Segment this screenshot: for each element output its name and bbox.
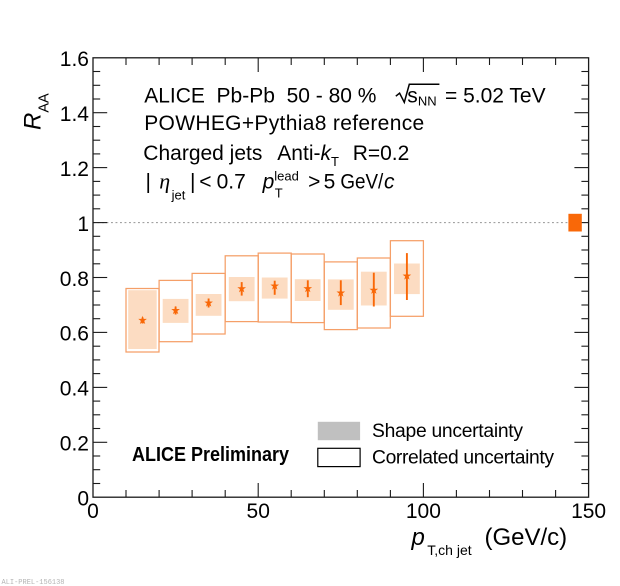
svg-text:T,ch jet: T,ch jet [427, 542, 471, 558]
svg-text:0.2: 0.2 [60, 433, 89, 456]
svg-text:<: < [199, 171, 211, 194]
svg-text:POWHEG+Pythia8 reference: POWHEG+Pythia8 reference [144, 112, 424, 135]
svg-text:= 5.02 TeV: = 5.02 TeV [445, 84, 546, 107]
svg-text:ALICE Pb-Pb 50 - 80 %: ALICE Pb-Pb 50 - 80 % [144, 84, 376, 107]
svg-text:Charged jets: Charged jets [143, 142, 262, 165]
svg-text:NN: NN [418, 94, 437, 109]
svg-text:0.7: 0.7 [217, 171, 246, 194]
svg-text:Correlated uncertainty: Correlated uncertainty [372, 447, 554, 468]
svg-text:jet: jet [171, 188, 186, 203]
svg-text:1.4: 1.4 [60, 103, 90, 126]
svg-text:1.2: 1.2 [60, 158, 89, 181]
svg-text:p: p [411, 524, 425, 551]
svg-text:T: T [275, 186, 283, 201]
svg-text:Shape uncertainty: Shape uncertainty [372, 421, 523, 442]
svg-text:R=0.2: R=0.2 [353, 142, 410, 165]
svg-text:0.8: 0.8 [60, 268, 89, 291]
svg-text:0.4: 0.4 [60, 378, 90, 401]
svg-text:5: 5 [324, 171, 336, 194]
svg-text:c: c [384, 171, 395, 194]
svg-text:|: | [190, 171, 195, 194]
svg-text:0: 0 [77, 488, 89, 511]
svg-text:>: > [308, 171, 320, 194]
svg-text:GeV/: GeV/ [340, 171, 383, 194]
svg-text:0: 0 [87, 500, 99, 523]
svg-text:100: 100 [406, 500, 441, 523]
svg-text:p: p [262, 171, 275, 194]
svg-text:η: η [159, 169, 170, 194]
svg-text:s: s [407, 84, 418, 107]
svg-text:ALI-PREL-156138: ALI-PREL-156138 [2, 579, 65, 586]
svg-text:Anti-kT: Anti-kT [277, 142, 339, 169]
svg-text:0.6: 0.6 [60, 323, 89, 346]
svg-text:|: | [146, 171, 151, 194]
svg-text:(GeV/c): (GeV/c) [485, 524, 568, 551]
svg-text:1: 1 [77, 213, 89, 236]
svg-text:1.6: 1.6 [60, 48, 89, 71]
svg-text:50: 50 [247, 500, 270, 523]
svg-text:ALICE Preliminary: ALICE Preliminary [132, 444, 290, 466]
svg-text:lead: lead [274, 169, 299, 184]
svg-text:150: 150 [571, 500, 606, 523]
